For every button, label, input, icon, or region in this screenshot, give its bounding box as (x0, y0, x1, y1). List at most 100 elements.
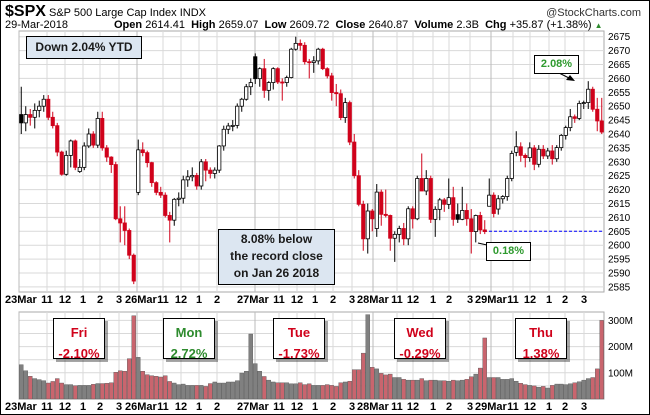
candle (356, 170, 361, 207)
volume-tick-label: 200M (608, 342, 633, 353)
candle-body (523, 155, 528, 159)
candle (50, 111, 55, 129)
candle-body (127, 230, 132, 256)
candle-body (572, 116, 577, 119)
candle (41, 95, 46, 112)
y-tick-label: 2645 (608, 116, 631, 127)
candle (19, 86, 24, 134)
candle-body (478, 215, 483, 231)
candle (163, 192, 168, 218)
record-line-1: 8.08% below (240, 232, 313, 246)
x-tick-label: 1 (546, 294, 552, 306)
candle-body (235, 105, 240, 126)
candle (311, 56, 316, 73)
candle-body (487, 194, 492, 207)
candle (28, 108, 33, 126)
candle (532, 145, 537, 171)
candle-body (140, 149, 145, 154)
candle (55, 122, 60, 157)
volume-label: Volume (414, 19, 454, 31)
candle (347, 100, 352, 146)
record-line-3: on Jan 26 2018 (233, 266, 320, 280)
candle (203, 159, 208, 182)
candle (370, 209, 375, 232)
volume-x-tick-label: 11 (507, 401, 519, 413)
candle-body (239, 98, 244, 107)
candle-body (545, 150, 550, 157)
candle (95, 111, 100, 148)
candle-body (163, 194, 168, 216)
y-tick-label: 2605 (608, 227, 631, 238)
index-full-name: S&P 500 Large Cap Index (49, 7, 177, 19)
candle-body (505, 178, 510, 197)
candle-body (541, 148, 546, 157)
x-tick-label: 12 (175, 294, 187, 306)
candle (154, 181, 159, 196)
volume-x-tick-label: 11 (391, 401, 403, 413)
volume-bar (32, 378, 37, 400)
candle (365, 203, 370, 254)
volume-bar (208, 383, 213, 400)
volume-bar (64, 384, 69, 400)
volume-bar (19, 364, 24, 400)
candle-body (280, 81, 285, 84)
candle-body (401, 228, 406, 240)
candle (500, 195, 505, 204)
candle (82, 142, 87, 171)
candle-body (131, 254, 136, 282)
volume-bar (68, 384, 73, 400)
day-label: Wed (406, 325, 434, 340)
ytd-annotation: Down 2.04% YTD (26, 36, 142, 59)
volume-bar (451, 379, 456, 400)
candle-body (550, 150, 555, 160)
y-tick-label: 2640 (608, 130, 631, 141)
x-tick-label: 2 (562, 294, 568, 306)
candle-body (275, 68, 280, 83)
volume-x-tick-label: 1 (546, 401, 552, 413)
candle-body (392, 233, 397, 239)
y-tick-label: 2600 (608, 241, 631, 252)
volume-bar (568, 383, 573, 400)
day-change-box: Fri -2.10% (53, 318, 105, 361)
x-tick-label: 11 (157, 294, 169, 306)
candle (77, 159, 82, 173)
candle (307, 58, 312, 79)
volume-bar (41, 380, 46, 400)
candle-body (370, 210, 375, 220)
candle-body (406, 208, 411, 240)
volume-bar (392, 377, 397, 400)
volume-bar (199, 385, 204, 400)
candle-body (554, 147, 559, 160)
candle-body (491, 194, 496, 214)
candle (572, 114, 577, 123)
candle (235, 103, 240, 129)
candle-body (383, 213, 388, 216)
candle-body (302, 44, 307, 63)
candle-body (343, 102, 348, 118)
volume-bar (55, 378, 60, 400)
candle (388, 214, 393, 251)
y-tick-label: 2595 (608, 255, 631, 266)
volume-bar (167, 381, 172, 400)
candle-body (208, 169, 213, 174)
candle-body (496, 198, 501, 210)
y-tick-label: 2630 (608, 157, 631, 168)
volume-bar (482, 337, 487, 400)
candle (406, 206, 411, 246)
volume-bar (374, 368, 379, 400)
candle (374, 184, 379, 237)
day-change-box: Mon 2.72% (163, 318, 215, 361)
candle-body (32, 109, 37, 118)
candle-body (329, 75, 334, 93)
candle-body (95, 118, 100, 146)
volume-bar (311, 385, 316, 400)
x-tick-label: 3 (116, 294, 122, 306)
candle-body (257, 68, 262, 80)
volume-bar (487, 377, 492, 400)
volume-bar (541, 386, 546, 400)
volume-bar (343, 381, 348, 400)
open-value: 2614.41 (145, 19, 185, 31)
candle (383, 189, 388, 218)
candle-body (194, 175, 199, 187)
volume-bar (496, 377, 501, 400)
